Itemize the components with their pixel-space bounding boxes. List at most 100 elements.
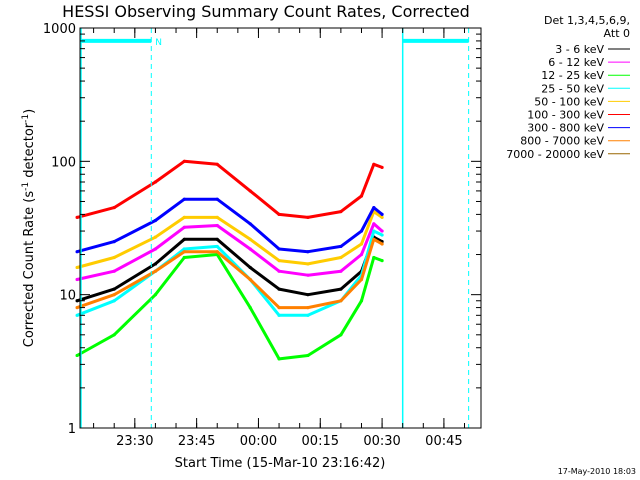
series-line <box>76 253 383 361</box>
attenuator-state-label: N <box>155 38 162 48</box>
legend-label: 100 - 300 keV <box>527 109 604 122</box>
series-point <box>248 305 252 310</box>
x-axis-label: Start Time (15-Mar-10 23:16:42) <box>175 456 386 471</box>
series-point <box>75 250 79 254</box>
series-point <box>277 305 281 310</box>
x-tick-label: 00:00 <box>240 434 277 449</box>
legend-label: 3 - 6 keV <box>555 43 604 56</box>
series-point <box>372 205 376 210</box>
series-point <box>112 287 116 291</box>
series-point <box>306 250 310 254</box>
series-point <box>380 212 384 216</box>
series-point <box>75 299 79 303</box>
series-point <box>112 205 116 210</box>
series-point <box>182 225 186 229</box>
series-point <box>339 287 343 291</box>
series-layer <box>75 159 384 361</box>
series-line <box>76 159 383 219</box>
series-point <box>306 273 310 277</box>
x-tick-label: 00:45 <box>425 434 462 449</box>
legend-label: 800 - 7000 keV <box>520 135 604 148</box>
series-line <box>76 222 384 281</box>
series-point <box>306 353 310 358</box>
series-point <box>153 247 158 251</box>
series-point <box>306 313 310 317</box>
series-point <box>306 305 310 310</box>
series-point <box>75 277 79 282</box>
series-point <box>112 333 116 337</box>
series-point <box>75 305 79 310</box>
series-line <box>76 197 384 254</box>
series-point <box>277 357 281 361</box>
series-point <box>215 237 219 241</box>
series-point <box>248 222 252 226</box>
y-tick-label: 1 <box>68 422 76 437</box>
series-point <box>277 247 281 251</box>
series-point <box>75 313 79 317</box>
series-point <box>112 240 116 244</box>
series-point <box>112 255 116 260</box>
series-point <box>153 269 158 273</box>
series-point <box>75 353 79 358</box>
series-point <box>112 269 116 273</box>
series-point <box>306 215 310 219</box>
series-point <box>339 209 343 214</box>
y-axis-label: Corrected Count Rate (s-1 detector-1) <box>21 109 37 347</box>
plot-frame <box>79 27 482 429</box>
legend-label: 25 - 50 keV <box>541 82 604 95</box>
series-point <box>112 299 116 303</box>
series-point <box>75 215 79 219</box>
series-point <box>215 162 219 166</box>
series-point <box>339 255 343 260</box>
series-point <box>277 287 281 291</box>
chart-title: HESSI Observing Summary Count Rates, Cor… <box>62 2 470 21</box>
series-point <box>359 252 364 257</box>
series-point <box>380 259 384 263</box>
series-point <box>359 277 364 282</box>
series-point <box>306 262 310 266</box>
series-point <box>359 299 364 303</box>
series-point <box>248 277 252 282</box>
series-point <box>182 197 186 201</box>
attenuator-layer: N <box>80 28 470 428</box>
series-line <box>76 210 383 269</box>
series-point <box>215 223 219 228</box>
series-point <box>372 162 376 166</box>
series-point <box>380 165 384 170</box>
series-point <box>380 215 384 219</box>
series-point <box>182 255 186 260</box>
series-point <box>153 262 158 266</box>
series-point <box>248 237 252 241</box>
series-point <box>248 247 252 251</box>
x-tick-label: 23:30 <box>116 434 153 449</box>
legend-header-line1: Det 1,3,4,5,6,9, <box>544 14 630 27</box>
series-point <box>215 244 219 249</box>
y-tick-label: 100 <box>51 155 76 170</box>
series-point <box>372 222 376 226</box>
legend-label: 12 - 25 keV <box>541 69 604 82</box>
legend-header-line2: Att 0 <box>604 27 630 40</box>
x-tick-label: 00:30 <box>363 434 400 449</box>
series-point <box>112 293 116 297</box>
y-tick-label: 1000 <box>43 22 76 37</box>
series-point <box>248 189 252 193</box>
series-point <box>248 265 252 270</box>
series-point <box>182 159 186 163</box>
series-point <box>380 229 384 233</box>
x-axis: 23:30 23:45 00:00 00:15 00:30 00:45 <box>93 28 466 449</box>
legend-label: 7000 - 20000 keV <box>506 148 604 161</box>
series-point <box>380 242 384 246</box>
legend-label: 6 - 12 keV <box>548 56 604 69</box>
series-point <box>372 237 376 241</box>
series-point <box>339 333 343 337</box>
series-point <box>182 250 186 254</box>
series-point <box>215 250 219 254</box>
series-line <box>76 237 383 310</box>
series-point <box>306 293 310 297</box>
series-point <box>372 255 376 260</box>
y-axis: 1 10 100 1000 <box>43 22 481 437</box>
series-point <box>277 259 281 263</box>
series-point <box>153 218 158 223</box>
